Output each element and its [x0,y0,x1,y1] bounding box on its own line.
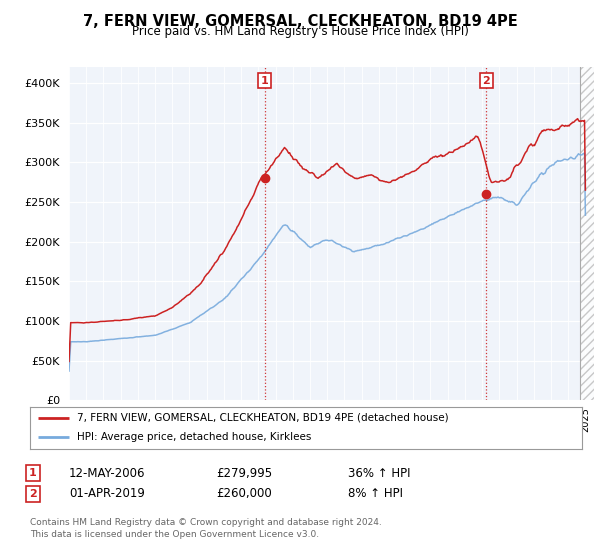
Text: £279,995: £279,995 [216,466,272,480]
Text: Contains HM Land Registry data © Crown copyright and database right 2024.
This d: Contains HM Land Registry data © Crown c… [30,518,382,539]
Text: 36% ↑ HPI: 36% ↑ HPI [348,466,410,480]
Text: 12-MAY-2006: 12-MAY-2006 [69,466,146,480]
Text: Price paid vs. HM Land Registry's House Price Index (HPI): Price paid vs. HM Land Registry's House … [131,25,469,38]
Text: 7, FERN VIEW, GOMERSAL, CLECKHEATON, BD19 4PE: 7, FERN VIEW, GOMERSAL, CLECKHEATON, BD1… [83,14,517,29]
Text: 8% ↑ HPI: 8% ↑ HPI [348,487,403,501]
Text: £260,000: £260,000 [216,487,272,501]
Text: 1: 1 [29,468,37,478]
Text: 1: 1 [261,76,269,86]
Text: HPI: Average price, detached house, Kirklees: HPI: Average price, detached house, Kirk… [77,432,311,442]
Text: 2: 2 [482,76,490,86]
Text: 2: 2 [29,489,37,499]
Text: 7, FERN VIEW, GOMERSAL, CLECKHEATON, BD19 4PE (detached house): 7, FERN VIEW, GOMERSAL, CLECKHEATON, BD1… [77,413,449,423]
Text: 01-APR-2019: 01-APR-2019 [69,487,145,501]
